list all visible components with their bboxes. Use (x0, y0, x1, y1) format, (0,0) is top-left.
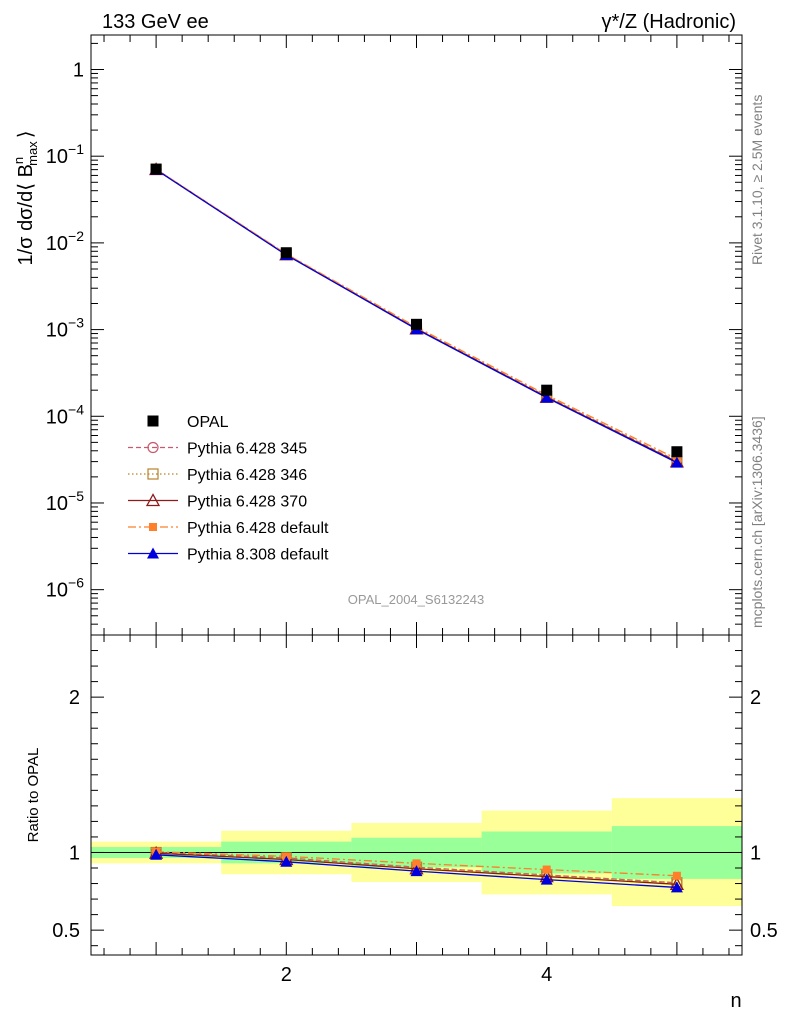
main-ytick-exp: −1 (68, 141, 84, 157)
legend-label-p346: Pythia 6.428 346 (187, 467, 307, 484)
main-ytick-base: 10 (46, 146, 68, 168)
ratio-frame (90, 634, 743, 956)
legend-label-p6def: Pythia 6.428 default (187, 520, 329, 537)
legend-marker-p345 (147, 441, 159, 454)
main-ytick-label: 10−1 (46, 141, 84, 168)
ratio-ytick-label-right: 1 (750, 842, 761, 864)
header-left: 133 GeV ee (102, 11, 209, 33)
series-line-p346 (155, 168, 678, 462)
main-ytick-label: 1 (73, 59, 84, 81)
ratio-point-p6def (542, 865, 551, 874)
main-ytick-base: 1 (73, 59, 84, 81)
ratio-ytick-label-left: 1 (69, 842, 80, 864)
ratio-point-p8def (280, 855, 293, 867)
axis-ticks (91, 35, 742, 955)
legend-marker-p8def (147, 547, 159, 559)
analysis-id: OPAL_2004_S6132243 (348, 592, 484, 607)
point-opal (671, 446, 683, 458)
legend-marker-p346 (147, 468, 159, 480)
ratio-point-p6def (672, 871, 681, 880)
ratio-ytick-label-left: 2 (69, 687, 80, 709)
series-line-p6def (155, 168, 678, 460)
main-ytick-base: 10 (46, 493, 68, 515)
legend: OPAL Pythia 6.428 345 Pythia 6.428 346 Pyth… (128, 414, 329, 564)
ratio-xtick-label: 4 (541, 964, 552, 986)
ratio-point-p8def (670, 881, 683, 893)
ratio-ytick-label-left: 0.5 (52, 920, 80, 942)
main-ylabel-text: 1/σ dσ/d⟨ B (15, 164, 37, 265)
main-ylabel-sup: n (11, 157, 26, 164)
main-ylabel: 1/σ dσ/d⟨ Bnmax ⟩ (11, 130, 40, 265)
main-ytick-exp: −4 (68, 401, 84, 417)
legend-marker-p6def (149, 523, 157, 531)
point-opal (150, 163, 162, 175)
legend-label-p345: Pythia 6.428 345 (187, 441, 307, 458)
main-ytick-base: 10 (46, 406, 68, 428)
point-p8def (670, 456, 683, 468)
main-ytick-base: 10 (46, 233, 68, 255)
main-ytick-label: 10−4 (46, 401, 84, 428)
ratio-ylabel: Ratio to OPAL (25, 748, 42, 843)
legend-marker-opal (147, 415, 159, 427)
point-opal (411, 318, 422, 330)
main-ytick-base: 10 (46, 320, 68, 342)
ratio-point-p6def (412, 859, 421, 868)
header-right: γ*/Z (Hadronic) (602, 11, 736, 33)
main-ylabel-end: ⟩ (15, 130, 37, 138)
point-p8def (540, 391, 553, 403)
point-opal (280, 247, 292, 259)
mcplots-note: mcplots.cern.ch [arXiv:1306.3436] (749, 416, 765, 628)
main-ytick-label: 10−6 (46, 575, 84, 602)
x-axis-label: n (730, 990, 741, 1012)
main-ylabel-sub: max (25, 141, 40, 166)
main-ytick-exp: −3 (68, 315, 84, 331)
main-ytick-exp: −6 (68, 575, 84, 591)
legend-label-opal: OPAL (187, 414, 229, 431)
legend-label-p8def: Pythia 8.308 default (187, 547, 329, 564)
rivet-note: Rivet 3.1.10, ≥ 2.5M events (749, 95, 765, 265)
series-line-p370 (155, 168, 678, 463)
axis-tick-labels: 110−110−210−310−410−510−62 40.5 0.51 12 2 (46, 59, 778, 986)
main-ytick-label: 10−3 (46, 315, 84, 342)
main-ytick-label: 10−5 (46, 488, 84, 515)
ratio-point-p8def (410, 865, 423, 877)
main-ytick-exp: −2 (68, 228, 84, 244)
series-line-p8def (155, 169, 678, 464)
ratio-series (149, 845, 684, 893)
main-ytick-label: 10−2 (46, 228, 84, 255)
main-frame (90, 34, 743, 636)
main-series (149, 162, 684, 468)
ratio-ytick-label-right: 2 (750, 687, 761, 709)
legend-label-p370: Pythia 6.428 370 (187, 494, 307, 511)
main-ytick-exp: −5 (68, 488, 84, 504)
ratio-point-p8def (540, 873, 553, 885)
series-line-p345 (155, 168, 678, 462)
ratio-ytick-label-right: 0.5 (750, 920, 778, 942)
ratio-xtick-label: 2 (281, 964, 292, 986)
point-opal (541, 384, 553, 396)
ratio-point-p8def (150, 848, 163, 860)
legend-marker-p370 (145, 493, 161, 507)
main-ytick-base: 10 (46, 580, 68, 602)
